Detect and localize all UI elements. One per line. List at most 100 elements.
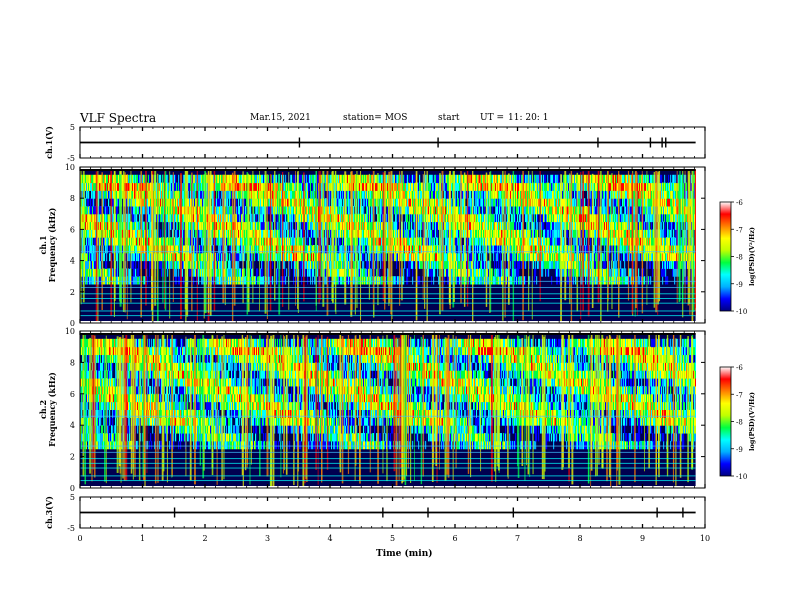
spectrogram-cell [446, 229, 448, 238]
spectrogram-cell [444, 206, 446, 215]
spectrogram-cell [471, 221, 473, 230]
spectrogram-cell [357, 229, 359, 238]
spectrogram-cell [291, 190, 293, 199]
spectrogram-cell [474, 213, 476, 223]
spectrogram-cell [293, 174, 295, 184]
spectrogram-cell [86, 260, 88, 269]
spectrogram-cell [249, 198, 251, 207]
spectrogram-cell [314, 260, 316, 269]
spectrogram-cell [128, 221, 130, 230]
spectrogram-cell [159, 245, 161, 254]
spectrogram-cell [129, 190, 131, 199]
spectrogram-cell [371, 221, 373, 230]
spectrogram-cell [365, 268, 367, 277]
spectrogram-cell [469, 276, 471, 285]
spectrogram-cell [271, 276, 273, 285]
spectrogram-cell [429, 174, 431, 184]
spectrogram-cell [285, 229, 287, 238]
spectrogram-cell [249, 174, 251, 184]
spectrogram-cell [201, 260, 203, 269]
spectrogram-cell [136, 213, 138, 223]
spectrogram-cell [458, 198, 460, 207]
spectrogram-cell [172, 260, 174, 269]
spectrogram-cell [420, 198, 422, 207]
spectrogram-cell [212, 206, 214, 215]
spectrogram-cell [149, 206, 151, 215]
spectrogram-cell [433, 237, 435, 246]
spectrogram-cell [139, 276, 141, 285]
spectrogram-cell [218, 206, 220, 215]
spectrogram-cell [268, 206, 270, 215]
spectrogram-cell [405, 190, 407, 199]
spectrogram-cell [290, 198, 292, 207]
spectrogram-cell [82, 206, 84, 215]
spectrogram-cell [149, 245, 151, 254]
spectrogram-cell [341, 213, 343, 223]
spectrogram-cell [380, 190, 382, 199]
spectrogram-cell [291, 245, 293, 254]
spectrogram-cell [347, 268, 349, 277]
spectrogram-cell [406, 229, 408, 238]
spectrogram-cell [132, 229, 134, 238]
spectrogram-cell [143, 182, 145, 191]
spectrogram-cell [310, 229, 312, 238]
spectrogram-cell [409, 245, 411, 254]
spectrogram-cell [263, 206, 265, 215]
spectrogram-cell [190, 237, 192, 246]
spectrogram-cell [268, 276, 270, 285]
spectrogram-cell [414, 237, 416, 246]
spectrogram-cell [198, 190, 200, 199]
spectrogram-cell [436, 190, 438, 199]
spectrogram-cell [150, 221, 152, 230]
spectrogram-cell [142, 198, 144, 207]
spectrogram-cell [308, 221, 310, 230]
spectrogram-cell [198, 206, 200, 215]
spectrogram-cell [364, 198, 366, 207]
spectrogram-cell [142, 182, 144, 191]
spectrogram-cell [436, 182, 438, 191]
spectrogram-cell [386, 229, 388, 238]
spectrogram-cell [299, 174, 301, 184]
spectrogram-cell [255, 229, 257, 238]
spectrogram-cell [362, 276, 364, 285]
spectrogram-cell [276, 237, 278, 246]
spectrogram-cell [324, 276, 326, 285]
spectrogram-cell [400, 276, 402, 285]
spectrogram-cell [260, 276, 262, 285]
spectrogram-cell [413, 206, 415, 215]
spectrogram-cell [305, 198, 307, 207]
spectrogram-cell [291, 221, 293, 230]
spectrogram-cell [133, 190, 135, 199]
spectrogram-cell [457, 229, 459, 238]
spectrogram-cell [266, 276, 268, 285]
spectrogram-cell [93, 276, 95, 285]
spectrogram-cell [86, 252, 88, 262]
spectrogram-cell [425, 221, 427, 230]
spectrogram-cell [254, 260, 256, 269]
spectrogram-cell [148, 174, 150, 184]
spectrogram-cell [358, 174, 360, 184]
spectrogram-cell [398, 174, 400, 184]
spectrogram-cell [455, 190, 457, 199]
spectrogram-cell [104, 221, 106, 230]
spectrogram-cell [301, 260, 303, 269]
spectrogram-cell [463, 268, 465, 277]
spectrogram-cell [312, 213, 314, 223]
spectrogram-cell [294, 206, 296, 215]
spectrogram-cell [129, 198, 131, 207]
spectrogram-cell [362, 260, 364, 269]
spectrogram-cell [413, 260, 415, 269]
spectrogram-cell [143, 174, 145, 184]
spectrogram-cell [308, 229, 310, 238]
spectrogram-cell [473, 260, 475, 269]
spectrogram-cell [317, 229, 319, 238]
spectrogram-cell [363, 245, 365, 254]
spectrogram-cell [302, 237, 304, 246]
spectrogram-cell [139, 221, 141, 230]
spectrogram-cell [177, 260, 179, 269]
spectrogram-cell [376, 206, 378, 215]
spectrogram-cell [284, 268, 286, 277]
spectrogram-cell [224, 190, 226, 199]
spectrogram-cell [183, 268, 185, 277]
spectrogram-cell [432, 190, 434, 199]
